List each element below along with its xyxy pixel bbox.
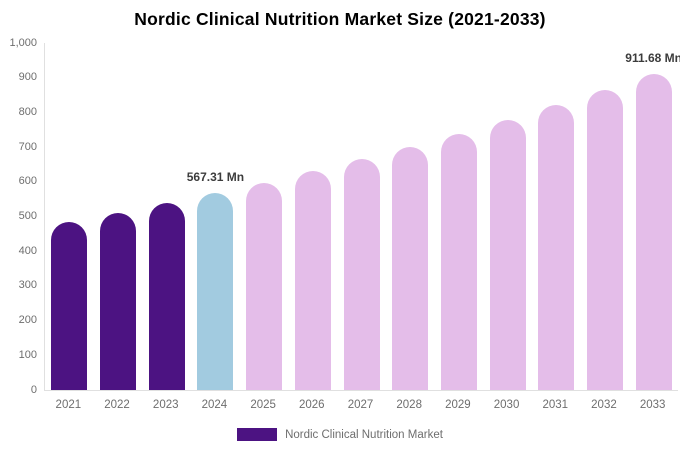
x-axis-label: 2024: [201, 399, 228, 411]
x-axis-label: 2028: [396, 399, 422, 411]
y-axis-label: 800: [18, 105, 37, 118]
x-axis-label: 2023: [152, 399, 179, 411]
y-axis-label: 600: [18, 175, 37, 188]
bar-2026[interactable]: [294, 171, 331, 390]
y-axis-label: 700: [18, 140, 37, 153]
y-axis-label: 100: [18, 348, 37, 361]
x-axis-label: 2033: [639, 399, 666, 411]
bar-2030[interactable]: [489, 120, 526, 390]
chart-title: Nordic Clinical Nutrition Market Size (2…: [134, 9, 546, 29]
bar-2033[interactable]: [635, 73, 672, 390]
y-axis-label: 1,000: [9, 36, 37, 49]
bar-2031[interactable]: [538, 105, 575, 390]
y-axis-label: 500: [18, 210, 37, 222]
bar-2022[interactable]: [100, 212, 137, 390]
bar-2029[interactable]: [440, 133, 477, 390]
bar-2027[interactable]: [343, 159, 380, 390]
bar-2024[interactable]: [197, 193, 234, 390]
x-axis-label: 2029: [445, 399, 471, 411]
bar-2028[interactable]: [392, 147, 429, 390]
x-axis-label: 2021: [55, 399, 82, 411]
x-axis-label: 2025: [250, 399, 276, 411]
plot-area: 567.31 Mn 911.68 Mn: [44, 43, 680, 391]
legend-item[interactable]: Nordic Clinical Nutrition Market: [237, 428, 443, 441]
legend-swatch-icon: [237, 428, 278, 441]
bar-2025[interactable]: [246, 182, 283, 390]
x-axis: 2021 2022 2023 2024 2025 2026 2027 2028 2029 2030…: [44, 399, 677, 413]
y-axis-label: 400: [18, 244, 37, 257]
bar-2023[interactable]: [148, 203, 185, 390]
bar-2032[interactable]: [586, 89, 623, 390]
legend-label: Nordic Clinical Nutrition Market: [285, 428, 443, 441]
data-label: 567.31 Mn: [186, 170, 245, 185]
x-axis-label: 2031: [542, 399, 569, 411]
y-axis-label: 900: [18, 71, 37, 84]
x-axis-label: 2022: [104, 399, 130, 411]
bar-2021[interactable]: [51, 221, 88, 390]
x-axis-label: 2026: [299, 399, 325, 411]
data-label: 911.68 Mn: [625, 50, 680, 65]
x-axis-label: 2027: [347, 399, 374, 411]
x-axis-label: 2030: [493, 399, 520, 411]
legend: Nordic Clinical Nutrition Market: [0, 428, 680, 441]
y-axis-label: 200: [18, 314, 37, 327]
y-axis-label: 0: [30, 383, 37, 396]
x-axis-label: 2032: [591, 399, 617, 411]
y-axis-label: 300: [18, 279, 37, 292]
